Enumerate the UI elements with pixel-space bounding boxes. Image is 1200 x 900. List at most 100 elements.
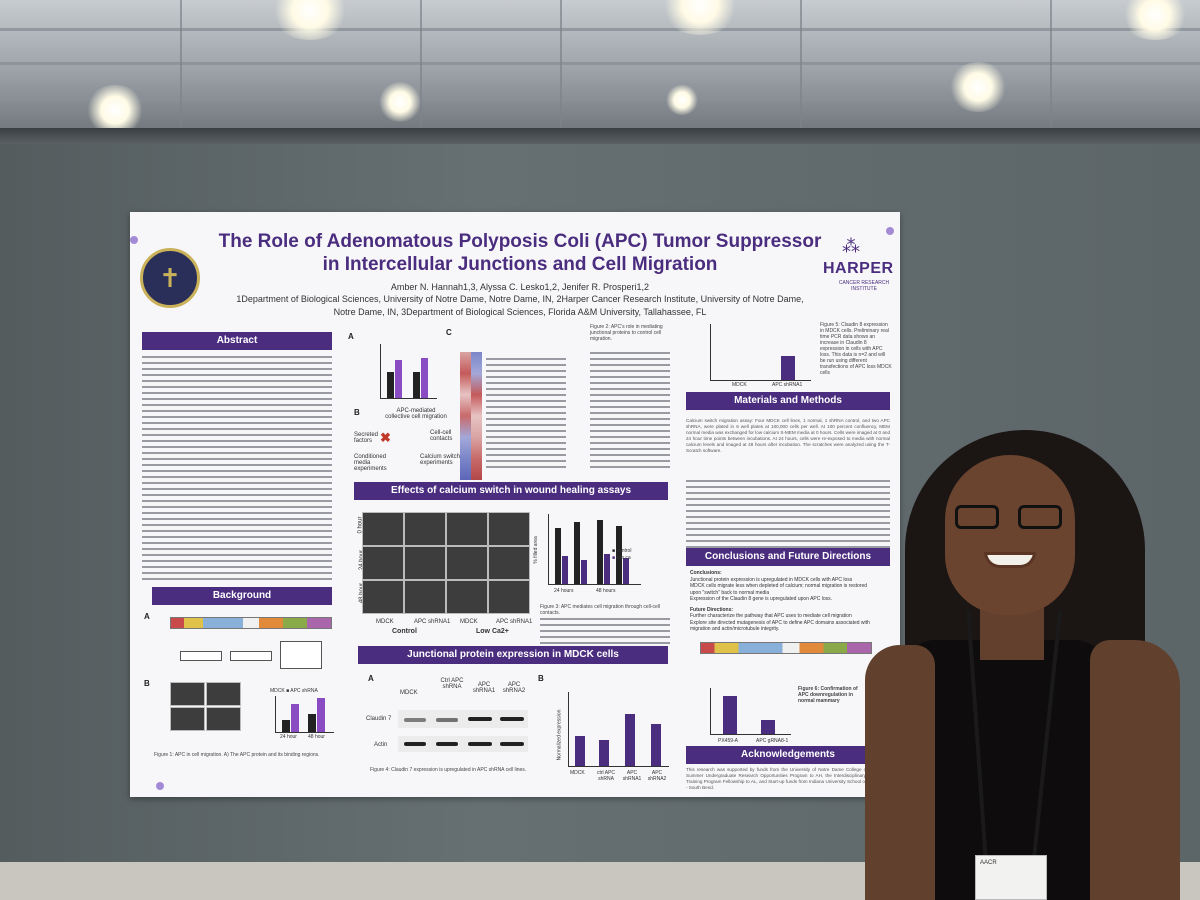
wound-group-control: Control (392, 628, 417, 635)
badge-text: AACR (980, 860, 997, 866)
fig1b-legend: MDCK ■ APC shRNA (270, 688, 318, 694)
ceiling-truss (560, 0, 562, 135)
figure-4-caption: Figure 4: Claudin 7 expression is upregu… (370, 767, 527, 773)
diagram-cell-contacts: Cell-cell contacts (430, 430, 452, 442)
push-pin (156, 782, 164, 790)
figure-3-caption-body (540, 618, 670, 644)
wound-x-24: 24 hours (554, 588, 574, 594)
wound-chart-legend: ■ control ■ low ca (612, 548, 632, 561)
conclusions-title: Conclusions: (690, 570, 722, 576)
ceiling-truss (800, 0, 802, 135)
panel-letter-c: C (446, 328, 452, 337)
conclusions-header: Conclusions and Future Directions (686, 548, 890, 566)
microscopy-image (362, 512, 404, 546)
western-lane-4: APC shRNA2 (502, 682, 526, 694)
person-arm (1090, 640, 1180, 900)
ceiling-light (1120, 0, 1190, 40)
cell-cell-text: Cell-cell (430, 430, 452, 436)
figure-5-caption: Figure 5: Claudin 8 expression in MDCK c… (820, 322, 892, 376)
microscopy-image (170, 682, 205, 706)
fig1b-x-24: 24 hour (280, 734, 297, 740)
push-pin (130, 236, 138, 244)
contacts-text: contacts (430, 436, 453, 442)
ceiling (0, 0, 1200, 135)
affiliation-line-2: Notre Dame, IN, 3Department of Biologica… (333, 307, 707, 317)
ceiling-beam (0, 28, 1200, 31)
bar (723, 696, 737, 734)
bar (599, 740, 609, 766)
western-lane-1: MDCK (400, 690, 418, 696)
microscopy-image (362, 546, 404, 580)
background-header: Background (152, 587, 332, 605)
microscopy-image (404, 580, 446, 614)
bar (581, 560, 587, 584)
materials-header: Materials and Methods (686, 392, 890, 410)
fig1b-bar-chart (275, 696, 334, 733)
heatmap (460, 352, 482, 480)
blot-band (500, 742, 524, 746)
legend-mdck: MDCK (270, 688, 285, 694)
microscopy-image (362, 580, 404, 614)
affiliation-line-1: 1Department of Biological Sciences, Univ… (236, 294, 804, 304)
legend-apc-shrna: APC shRNA (290, 688, 318, 694)
conclusion-item: Expression of the Claudin 8 gene is upre… (690, 596, 833, 602)
ceiling-light (948, 62, 1008, 112)
research-poster: ✝ The Role of Adenomatous Polyposis Coli… (130, 212, 900, 797)
abstract-header: Abstract (142, 332, 332, 350)
wound-col-apc-shrna1: APC shRNA1 (414, 619, 451, 625)
background-flowchart (170, 637, 330, 673)
person-arm (865, 645, 935, 900)
microscopy-image (170, 707, 205, 731)
future-title: Future Directions: (690, 606, 734, 613)
harper-logo-subtitle: CANCER RESEARCH INSTITUTE (838, 280, 890, 292)
heatmap-column (471, 352, 482, 480)
western-blot-actin (398, 736, 528, 752)
microscopy-image (488, 512, 530, 546)
title-line-1: The Role of Adenomatous Polyposis Coli (… (218, 231, 822, 252)
bar (761, 720, 775, 734)
western-lane-3: APC shRNA1 (472, 682, 496, 694)
poster-title: The Role of Adenomatous Polyposis Coli (… (200, 230, 840, 276)
western-chart-ylabel: Normalized expression (556, 709, 563, 761)
panel-letter-b: B (538, 674, 544, 683)
microscopy-image (206, 682, 241, 706)
blot-band (436, 742, 458, 746)
secreted-text: Secreted (354, 432, 379, 438)
fig5-bar-chart (710, 324, 811, 381)
bar (781, 356, 795, 380)
legend-control: control (616, 548, 632, 554)
diagram-apc-mediated: APC-mediated collective cell migration (376, 408, 456, 420)
glasses-lens (1018, 505, 1062, 529)
blot-band (500, 717, 524, 721)
materials-body: Calcium switch migration assay: Four MDC… (686, 418, 890, 453)
conclusion-item: MDCK cells migrate less when depleted of… (690, 583, 868, 596)
bar (625, 714, 635, 766)
bar (616, 526, 622, 584)
bar (555, 528, 561, 584)
microscopy-image (488, 580, 530, 614)
microscopy-image (446, 546, 488, 580)
bar-apc-24 (291, 704, 299, 732)
figure-6-caption: Figure 6: Confirmation of APC downregula… (798, 686, 858, 704)
western-bar-label-4: APC shRNA2 (647, 770, 667, 782)
microscopy-image (206, 707, 241, 731)
panel-a-bar-chart (380, 344, 437, 399)
abstract-body (142, 356, 332, 581)
fig6-label-1: PX459-A (718, 738, 739, 744)
microscopy-image (404, 512, 446, 546)
microscopy-image (446, 580, 488, 614)
factors-text: factors (354, 438, 373, 444)
bar (575, 736, 585, 766)
western-actin-label: Actin (374, 742, 388, 748)
western-bar-label-1: MDCK (570, 770, 585, 776)
panel-letter-a: A (368, 674, 374, 683)
bar-mdck-24 (282, 720, 290, 732)
ceiling-beam (0, 98, 1200, 101)
push-pin (886, 227, 894, 235)
wound-col-mdck-2: MDCK (460, 619, 478, 625)
figure-1-caption: Figure 1: APC in cell migration. A) The … (154, 752, 320, 758)
acknowledgements-header: Acknowledgements (686, 746, 890, 764)
ceiling-light (665, 85, 699, 115)
conclusions-list: Conclusions: Junctional protein expressi… (690, 570, 870, 633)
fig5-label-mdck: MDCK (732, 382, 747, 388)
